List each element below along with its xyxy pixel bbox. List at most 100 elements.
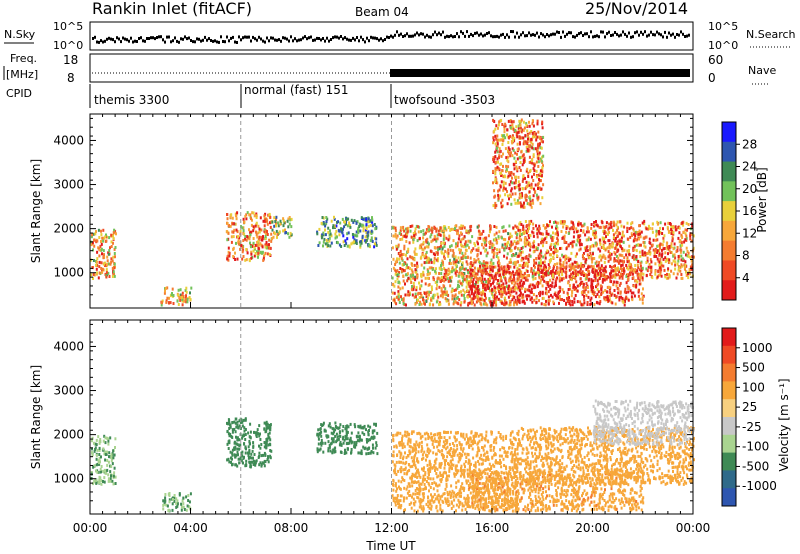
data-cell: [268, 252, 271, 256]
noise-trace-mark: [590, 30, 592, 34]
data-cell: [465, 260, 468, 264]
data-cell: [509, 193, 512, 197]
data-cell: [571, 300, 574, 303]
data-cell: [346, 244, 349, 248]
noise-trace-mark: [370, 35, 372, 39]
data-cell: [107, 271, 110, 275]
data-cell: [521, 232, 524, 235]
data-cell: [257, 255, 259, 259]
noise-trace-mark: [174, 36, 176, 40]
data-cell: [636, 263, 639, 267]
data-cell: [476, 294, 479, 298]
data-cell: [184, 298, 187, 301]
data-cell: [464, 248, 467, 252]
noise-trace-mark: [492, 35, 494, 39]
data-cell: [640, 243, 642, 247]
data-cell: [528, 285, 531, 289]
data-cell: [460, 238, 463, 242]
data-cell: [608, 222, 610, 226]
data-cell: [617, 273, 620, 277]
data-cell: [590, 278, 593, 282]
data-cell: [513, 181, 516, 185]
data-cell: [674, 228, 677, 232]
data-cell: [484, 236, 486, 240]
data-cell: [435, 229, 438, 233]
data-cell: [234, 421, 237, 425]
data-cell: [608, 285, 610, 289]
data-cell: [561, 220, 564, 224]
data-cell: [529, 197, 532, 201]
noise-trace-mark: [340, 35, 342, 38]
noise-trace-mark: [508, 35, 510, 39]
data-cell: [605, 231, 608, 235]
data-cell: [483, 277, 486, 281]
data-cell: [669, 250, 672, 254]
noise-trace-mark: [562, 30, 564, 34]
data-cell: [459, 259, 462, 263]
data-cell: [681, 236, 684, 239]
data-cell: [500, 295, 503, 299]
data-cell: [347, 217, 350, 221]
data-cell: [602, 239, 605, 243]
data-cell: [616, 220, 619, 224]
data-cell: [493, 233, 496, 237]
data-cell: [561, 236, 564, 240]
data-cell: [263, 464, 266, 468]
data-cell: [573, 230, 576, 234]
data-cell: [538, 276, 541, 280]
data-cell: [425, 295, 428, 299]
data-cell: [587, 295, 590, 299]
data-cell: [536, 175, 539, 179]
data-cell: [519, 281, 522, 285]
data-cell: [492, 281, 494, 285]
data-cell: [485, 296, 487, 300]
data-cell: [100, 267, 103, 270]
data-cell: [619, 259, 622, 263]
data-cell: [92, 277, 94, 280]
data-cell: [250, 245, 252, 249]
data-cell: [539, 281, 542, 285]
data-cell: [519, 221, 522, 225]
data-cell: [407, 250, 410, 253]
data-cell: [537, 267, 540, 271]
data-cell: [371, 224, 374, 228]
data-cell: [188, 296, 191, 299]
noise-trace-mark: [422, 32, 424, 36]
data-cell: [617, 248, 620, 252]
data-cell: [532, 162, 535, 166]
data-cell: [517, 228, 520, 232]
data-cell: [549, 234, 552, 238]
data-cell: [94, 232, 97, 236]
noise-trace-mark: [396, 30, 398, 34]
data-cell: [277, 224, 280, 228]
data-cell: [187, 494, 190, 497]
data-cell: [239, 457, 242, 461]
data-cell: [538, 227, 541, 231]
data-cell: [554, 245, 557, 248]
noise-trace-mark: [450, 34, 452, 38]
data-cell: [658, 252, 661, 256]
data-cell: [507, 265, 510, 268]
data-cell: [242, 248, 245, 252]
data-cell: [450, 270, 453, 274]
data-cell: [436, 257, 439, 261]
data-cell: [435, 287, 438, 291]
data-cell: [236, 211, 239, 215]
data-cell: [257, 243, 260, 247]
noise-trace-mark: [626, 34, 628, 38]
noise-trace-mark: [478, 33, 480, 37]
data-cell: [498, 150, 501, 154]
data-cell: [598, 277, 601, 280]
data-cell: [249, 230, 252, 234]
noise-trace-mark: [98, 40, 100, 44]
noise-trace-mark: [458, 35, 460, 39]
data-cell: [451, 288, 454, 292]
data-cell: [255, 216, 258, 219]
data-cell: [176, 502, 179, 506]
data-cell: [419, 300, 422, 304]
data-cell: [448, 236, 451, 240]
data-cell: [104, 436, 107, 440]
data-cell: [356, 234, 359, 238]
data-cell: [587, 290, 590, 294]
data-cell: [410, 256, 413, 260]
